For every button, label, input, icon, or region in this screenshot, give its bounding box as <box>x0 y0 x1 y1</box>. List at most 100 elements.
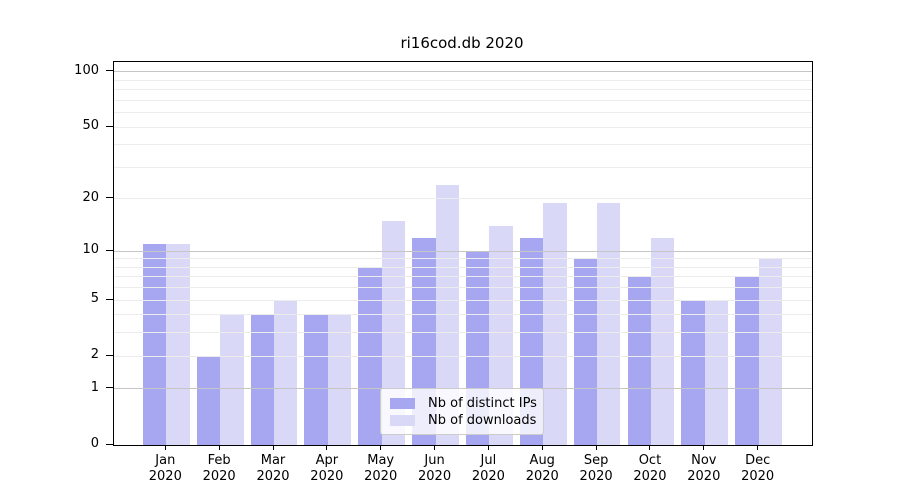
y-tick-label-5: 5 <box>90 291 99 307</box>
x-tick-year: 2020 <box>741 468 775 484</box>
legend-item: Nb of distinct IPs <box>390 395 537 412</box>
x-tick-year: 2020 <box>687 468 721 484</box>
x-tick-mark-may <box>380 445 382 451</box>
x-tick-month: Nov <box>691 453 717 468</box>
grid-layer <box>114 62 812 445</box>
gridline-20 <box>114 198 812 200</box>
x-tick-mark-nov <box>703 445 705 451</box>
y-tick-mark-2 <box>106 354 113 356</box>
y-tick-label-1: 1 <box>90 379 99 395</box>
x-tick-year: 2020 <box>579 468 613 484</box>
plot-area <box>113 61 813 446</box>
gridline-3 <box>114 332 812 334</box>
gridline-40 <box>114 144 812 146</box>
y-tick-mark-50 <box>106 125 113 127</box>
gridline-30 <box>114 166 812 168</box>
x-tick-year: 2020 <box>202 468 236 484</box>
x-tick-mark-feb <box>218 445 220 451</box>
x-tick-label-jul: Jul 2020 <box>456 453 520 484</box>
y-tick-label-50: 50 <box>82 118 99 134</box>
bar-ips-feb <box>196 356 221 445</box>
x-tick-month: Mar <box>260 453 286 468</box>
x-tick-month: Apr <box>315 453 339 468</box>
x-tick-mark-aug <box>541 445 543 451</box>
legend-swatch-icon <box>390 398 415 409</box>
gridline-5 <box>114 299 812 301</box>
legend: Nb of distinct IPs Nb of downloads <box>380 388 544 435</box>
y-tick-label-100: 100 <box>74 62 99 78</box>
x-tick-year: 2020 <box>471 468 505 484</box>
x-tick-month: Oct <box>638 453 662 468</box>
y-tick-mark-10 <box>106 249 113 251</box>
x-tick-year: 2020 <box>525 468 559 484</box>
y-tick-mark-1 <box>106 387 113 389</box>
bar-downloads-oct <box>650 237 675 445</box>
bar-ips-apr <box>304 314 328 445</box>
x-tick-month: Sep <box>583 453 609 468</box>
bar-downloads-aug <box>543 202 567 445</box>
bar-ips-nov <box>681 300 705 445</box>
y-tick-label-20: 20 <box>82 189 99 205</box>
x-tick-label-dec: Dec 2020 <box>726 453 790 484</box>
x-tick-mark-jul <box>487 445 489 451</box>
y-tick-label-10: 10 <box>82 242 99 258</box>
x-tick-year: 2020 <box>148 468 182 484</box>
bar-downloads-dec <box>758 258 783 445</box>
x-tick-month: May <box>367 453 395 468</box>
x-tick-month: Dec <box>745 453 771 468</box>
x-tick-year: 2020 <box>256 468 290 484</box>
gridline-50 <box>114 126 812 128</box>
gridline-100 <box>114 71 812 73</box>
x-tick-label-aug: Aug 2020 <box>510 453 574 484</box>
y-tick-mark-5 <box>106 298 113 300</box>
x-tick-mark-mar <box>272 445 274 451</box>
x-tick-month: Jun <box>424 453 445 468</box>
bar-ips-dec <box>735 276 759 445</box>
x-tick-label-jan: Jan 2020 <box>133 453 197 484</box>
x-tick-year: 2020 <box>633 468 667 484</box>
bar-downloads-apr <box>327 314 352 445</box>
bar-downloads-nov <box>704 300 729 445</box>
legend-label: Nb of distinct IPs <box>428 396 537 411</box>
gridline-4 <box>114 314 812 316</box>
x-tick-year: 2020 <box>418 468 452 484</box>
bar-ips-jan <box>142 244 167 445</box>
y-tick-label-0: 0 <box>90 436 99 451</box>
chart-title: ri16cod.db 2020 <box>400 34 524 52</box>
x-tick-mark-sep <box>595 445 597 451</box>
y-tick-mark-20 <box>106 197 113 199</box>
x-tick-mark-jan <box>164 445 166 451</box>
gridline-70 <box>114 99 812 101</box>
x-tick-label-apr: Apr 2020 <box>295 453 359 484</box>
x-tick-month: Jul <box>480 453 497 468</box>
legend-swatch-icon <box>390 415 415 426</box>
gridline-90 <box>114 79 812 81</box>
x-tick-year: 2020 <box>310 468 344 484</box>
x-tick-label-nov: Nov 2020 <box>672 453 736 484</box>
bar-downloads-jan <box>166 244 190 445</box>
gridline-9 <box>114 258 812 260</box>
gridline-7 <box>114 276 812 278</box>
x-tick-mark-jun <box>434 445 436 451</box>
y-tick-label-2: 2 <box>90 347 99 363</box>
x-tick-month: Feb <box>207 453 231 468</box>
gridline-80 <box>114 89 812 91</box>
bar-downloads-sep <box>597 202 621 445</box>
bar-ips-sep <box>573 258 598 445</box>
legend-label: Nb of downloads <box>428 413 537 428</box>
x-tick-month: Jan <box>155 453 176 468</box>
y-tick-mark-0 <box>106 443 113 445</box>
gridline-2 <box>114 355 812 357</box>
y-tick-mark-100 <box>106 70 113 72</box>
gridline-8 <box>114 266 812 268</box>
x-tick-mark-oct <box>649 445 651 451</box>
x-tick-label-sep: Sep 2020 <box>564 453 628 484</box>
bar-ips-mar <box>250 314 274 445</box>
x-tick-mark-dec <box>757 445 759 451</box>
bar-downloads-feb <box>220 314 244 445</box>
x-tick-label-oct: Oct 2020 <box>618 453 682 484</box>
gridline-60 <box>114 112 812 114</box>
x-tick-month: Aug <box>529 453 555 468</box>
bar-downloads-mar <box>274 300 298 445</box>
